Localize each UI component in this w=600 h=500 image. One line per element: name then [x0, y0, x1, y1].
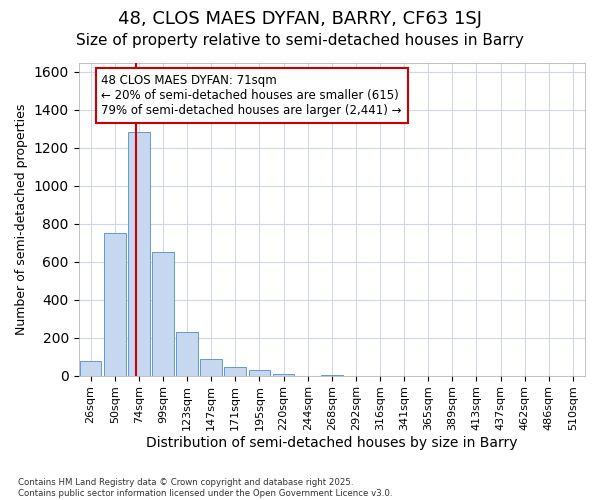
Bar	[224, 367, 246, 376]
Bar	[128, 132, 149, 376]
Bar	[80, 362, 101, 376]
Text: Size of property relative to semi-detached houses in Barry: Size of property relative to semi-detach…	[76, 32, 524, 48]
Y-axis label: Number of semi-detached properties: Number of semi-detached properties	[15, 104, 28, 334]
Text: Contains HM Land Registry data © Crown copyright and database right 2025.
Contai: Contains HM Land Registry data © Crown c…	[18, 478, 392, 498]
Text: 48 CLOS MAES DYFAN: 71sqm
← 20% of semi-detached houses are smaller (615)
79% of: 48 CLOS MAES DYFAN: 71sqm ← 20% of semi-…	[101, 74, 402, 117]
Bar	[321, 374, 343, 376]
Bar	[248, 370, 270, 376]
Bar	[200, 360, 222, 376]
Bar	[272, 374, 295, 376]
Text: 48, CLOS MAES DYFAN, BARRY, CF63 1SJ: 48, CLOS MAES DYFAN, BARRY, CF63 1SJ	[118, 10, 482, 28]
Bar	[176, 332, 198, 376]
X-axis label: Distribution of semi-detached houses by size in Barry: Distribution of semi-detached houses by …	[146, 436, 518, 450]
Bar	[104, 234, 125, 376]
Bar	[152, 252, 174, 376]
